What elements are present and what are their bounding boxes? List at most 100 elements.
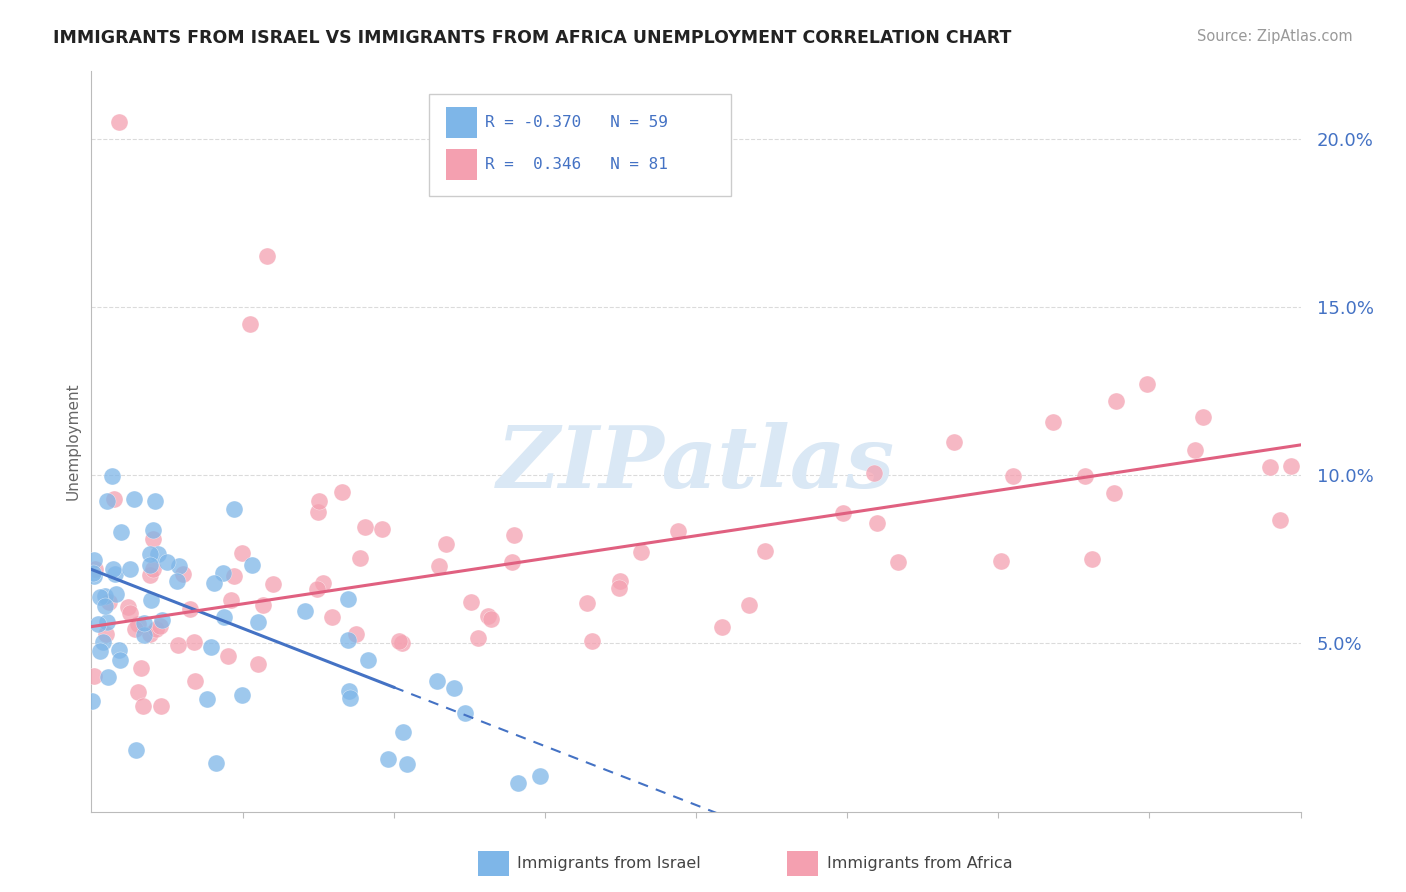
Point: [139, 568, 162, 582]
Point: [344, 627, 367, 641]
Y-axis label: Unemployment: Unemployment: [65, 383, 80, 500]
Point: [239, 317, 262, 331]
Point: [212, 610, 235, 624]
Point: [94, 599, 117, 613]
Point: [120, 606, 142, 620]
Point: [217, 648, 239, 663]
Point: [502, 528, 524, 542]
Point: [426, 674, 449, 689]
Point: [89, 644, 111, 658]
Point: [737, 598, 759, 612]
Point: [83, 569, 105, 583]
Text: R = -0.370   N = 59: R = -0.370 N = 59: [485, 115, 668, 129]
Point: [477, 609, 499, 624]
Point: [103, 491, 125, 506]
Point: [240, 558, 263, 572]
Text: Immigrants from Israel: Immigrants from Israel: [517, 856, 702, 871]
Point: [103, 562, 125, 576]
Point: [104, 587, 127, 601]
Point: [167, 558, 190, 573]
Point: [307, 505, 329, 519]
Point: [1268, 513, 1291, 527]
Point: [630, 544, 652, 558]
Point: [142, 562, 165, 576]
Point: [129, 661, 152, 675]
Point: [754, 543, 776, 558]
Point: [388, 634, 411, 648]
Point: [83, 669, 105, 683]
Text: R =  0.346   N = 81: R = 0.346 N = 81: [485, 157, 668, 171]
Point: [127, 617, 149, 632]
Point: [1073, 468, 1095, 483]
Point: [609, 574, 631, 588]
Point: [391, 636, 413, 650]
Point: [97, 670, 120, 684]
Point: [307, 582, 329, 596]
Point: [863, 466, 886, 480]
Point: [104, 567, 127, 582]
Point: [337, 633, 360, 648]
Point: [1002, 469, 1025, 483]
Point: [371, 522, 394, 536]
Point: [98, 595, 121, 609]
Point: [110, 524, 132, 539]
Point: [501, 555, 523, 569]
Point: [108, 643, 131, 657]
Point: [96, 494, 118, 508]
Point: [195, 691, 218, 706]
Point: [139, 547, 162, 561]
Point: [396, 756, 419, 771]
Point: [990, 554, 1012, 568]
Point: [219, 592, 242, 607]
Point: [256, 249, 278, 264]
Point: [82, 566, 104, 580]
Point: [139, 558, 162, 572]
Point: [156, 555, 179, 569]
Point: [506, 775, 529, 789]
Point: [200, 640, 222, 654]
Point: [101, 469, 124, 483]
Point: [202, 576, 225, 591]
Point: [83, 553, 105, 567]
Point: [212, 566, 235, 580]
Point: [222, 568, 245, 582]
Point: [336, 592, 359, 607]
Point: [581, 634, 603, 648]
Point: [308, 494, 330, 508]
Point: [117, 599, 139, 614]
Point: [166, 574, 188, 589]
Point: [139, 627, 162, 641]
Point: [1080, 552, 1102, 566]
Point: [143, 494, 166, 508]
Point: [204, 756, 226, 770]
Point: [866, 516, 889, 530]
Point: [246, 657, 269, 671]
Point: [108, 653, 131, 667]
Point: [1102, 485, 1125, 500]
Point: [118, 562, 141, 576]
Point: [146, 548, 169, 562]
Point: [222, 501, 245, 516]
Point: [124, 743, 146, 757]
Point: [93, 589, 115, 603]
Point: [94, 626, 117, 640]
Point: [262, 577, 284, 591]
Point: [150, 699, 173, 714]
Point: [443, 681, 465, 695]
Point: [575, 596, 598, 610]
Point: [330, 484, 353, 499]
Point: [179, 602, 201, 616]
Point: [231, 688, 253, 702]
Point: [142, 533, 165, 547]
Text: ZIPatlas: ZIPatlas: [496, 422, 896, 506]
Point: [321, 610, 343, 624]
Point: [427, 558, 450, 573]
Point: [887, 555, 910, 569]
Point: [87, 616, 110, 631]
Point: [832, 506, 855, 520]
Point: [356, 653, 378, 667]
Point: [1191, 410, 1213, 425]
Point: [91, 635, 114, 649]
Point: [1105, 394, 1128, 409]
Point: [84, 562, 107, 576]
